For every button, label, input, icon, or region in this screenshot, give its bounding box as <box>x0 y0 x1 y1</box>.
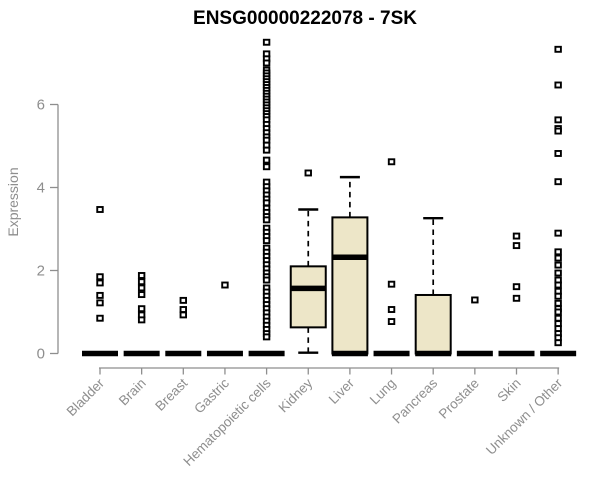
x-tick-label-unknown-other: Unknown / Other <box>483 375 566 458</box>
box-liver <box>331 216 369 355</box>
outlier-point-skin <box>512 294 521 302</box>
x-tick-label-liver: Liver <box>326 375 358 407</box>
outlier-point-unknown-other <box>554 229 562 237</box>
outlier-point-unknown-other <box>554 248 562 256</box>
outlier-point-bladder <box>96 206 104 213</box>
outlier-point-skin <box>512 283 521 291</box>
outlier-point-unknown-other <box>554 292 562 300</box>
outlier-point-unknown-other <box>554 178 562 186</box>
outlier-point-bladder <box>96 273 104 281</box>
outlier-point-unknown-other <box>554 254 562 262</box>
outlier-point-gastric <box>221 281 229 289</box>
y-tick-label: 2 <box>37 263 45 280</box>
outlier-point-unknown-other <box>554 150 562 157</box>
outlier-point-unknown-other <box>554 261 562 269</box>
box-kidney <box>289 265 327 329</box>
outlier-point-hematopoietic-cells <box>262 38 271 46</box>
outlier-point-unknown-other <box>554 116 562 124</box>
y-tick-label: 6 <box>37 97 45 114</box>
outlier-point-kidney <box>304 169 312 177</box>
outlier-point-unknown-other <box>554 281 562 289</box>
outlier-point-bladder <box>96 299 104 307</box>
outlier-point-bladder <box>96 291 104 299</box>
outlier-point-breast <box>179 311 188 319</box>
outlier-point-hematopoietic-cells <box>262 146 271 154</box>
outlier-point-brain <box>137 272 146 279</box>
outlier-point-skin <box>512 242 521 250</box>
outlier-point-prostate <box>471 296 479 304</box>
y-tick-label: 4 <box>37 180 45 197</box>
outlier-point-lung <box>387 306 396 313</box>
outlier-point-unknown-other <box>554 127 562 135</box>
outlier-point-unknown-other <box>554 299 562 307</box>
x-tick-label-bladder: Bladder <box>64 375 108 419</box>
outlier-point-unknown-other <box>554 81 562 89</box>
outlier-point-hematopoietic-cells <box>262 163 271 171</box>
outlier-point-lung <box>387 318 396 325</box>
x-tick-label-lung: Lung <box>367 376 399 408</box>
outlier-point-hematopoietic-cells <box>262 59 271 67</box>
x-tick-label-prostate: Prostate <box>436 376 482 422</box>
outlier-point-hematopoietic-cells <box>262 199 271 207</box>
outlier-point-skin <box>512 232 521 240</box>
x-tick-label-kidney: Kidney <box>276 375 316 415</box>
outlier-point-brain <box>137 316 146 324</box>
outlier-point-lung <box>387 158 396 166</box>
outlier-point-unknown-other <box>554 45 562 53</box>
outlier-point-unknown-other <box>554 339 562 347</box>
outlier-point-unknown-other <box>554 269 562 277</box>
x-tick-label-pancreas: Pancreas <box>389 375 440 426</box>
x-tick-label-breast: Breast <box>152 375 190 413</box>
chart-title: ENSG00000222078 - 7SK <box>193 8 417 29</box>
y-tick-label: 0 <box>37 346 45 363</box>
outlier-point-brain <box>137 291 146 299</box>
outlier-point-hematopoietic-cells <box>262 216 271 224</box>
outlier-point-unknown-other <box>554 308 562 316</box>
outlier-point-brain <box>137 305 146 313</box>
outlier-point-breast <box>179 306 188 313</box>
x-tick-label-brain: Brain <box>116 376 149 409</box>
outlier-point-bladder <box>96 279 104 287</box>
x-tick-label-skin: Skin <box>494 376 523 405</box>
box-pancreas <box>414 293 452 355</box>
outlier-point-brain <box>137 284 146 292</box>
outlier-point-hematopoietic-cells <box>262 276 271 284</box>
outlier-point-hematopoietic-cells <box>262 156 271 164</box>
outlier-point-breast <box>179 296 188 304</box>
y-axis-label: Expression <box>5 167 21 237</box>
outlier-point-hematopoietic-cells <box>262 333 271 341</box>
outlier-point-lung <box>387 280 396 288</box>
outlier-point-brain <box>137 278 146 286</box>
x-tick-label-gastric: Gastric <box>191 375 232 416</box>
outlier-point-bladder <box>96 314 104 322</box>
outlier-point-hematopoietic-cells <box>262 237 271 245</box>
outlier-point-unknown-other <box>554 314 562 322</box>
